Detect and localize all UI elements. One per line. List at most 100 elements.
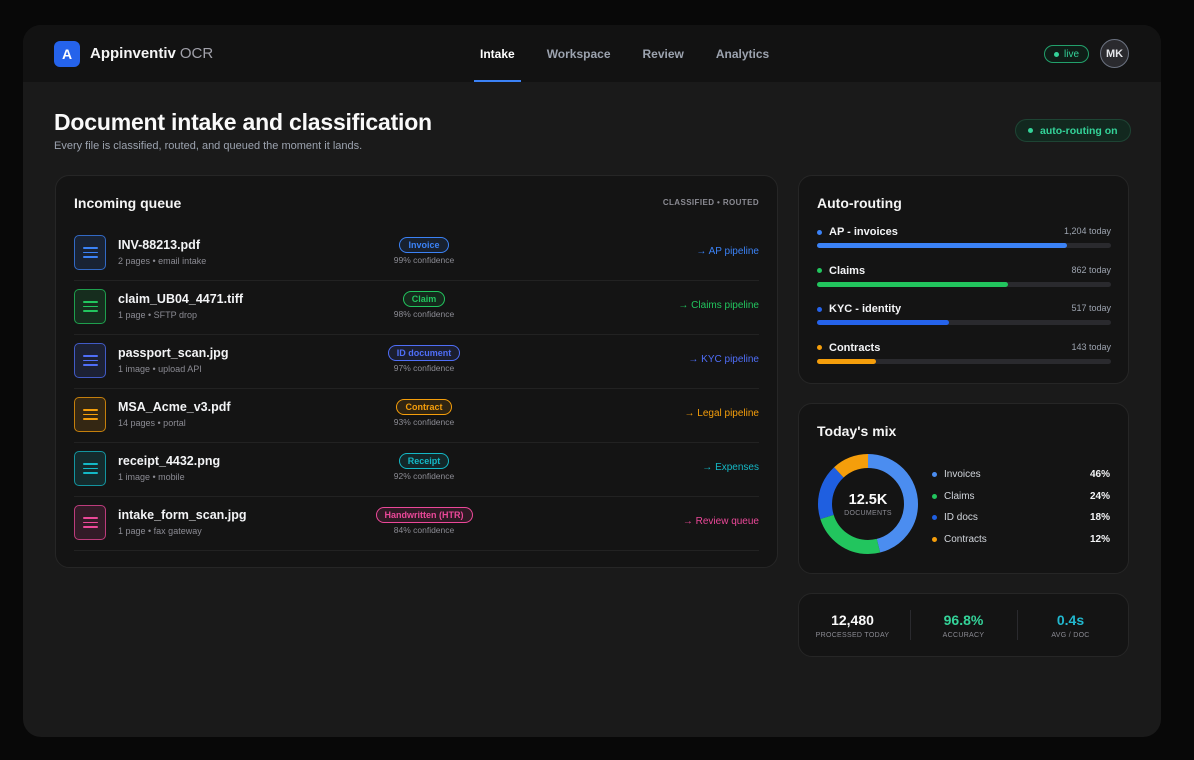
queue-list: INV-88213.pdf 2 pages • email intake Invoi… xyxy=(74,227,759,551)
file-meta: 2 pages • email intake xyxy=(118,256,207,266)
file-name[interactable]: MSA_Acme_v3.pdf xyxy=(118,400,231,414)
classification: Invoice 99% confidence xyxy=(354,235,494,265)
user-avatar[interactable]: MK xyxy=(1100,39,1129,68)
tab-analytics[interactable]: Analytics xyxy=(715,47,770,61)
legend-item: Invoices 46% xyxy=(932,464,1110,486)
file-name[interactable]: INV-88213.pdf xyxy=(118,238,200,252)
donut-segment-contracts xyxy=(818,454,918,554)
classification: ID document 97% confidence xyxy=(354,343,494,373)
legend-dot-icon xyxy=(932,536,937,542)
routing-bar-fill xyxy=(817,243,1067,248)
mix-donut-chart xyxy=(818,454,918,554)
file-name[interactable]: receipt_4432.png xyxy=(118,454,221,468)
document-type-badge: Claim xyxy=(402,291,446,307)
legend-percent: 18% xyxy=(1089,512,1110,524)
routing-list: AP - invoices 1,204 today Claims 862 today K… xyxy=(817,226,1111,380)
legend-label: ID docs xyxy=(944,512,978,524)
stat-accuracy-label: ACCURACY xyxy=(942,631,985,639)
routing-count: 517 today xyxy=(1071,303,1111,313)
document-icon xyxy=(74,451,106,486)
legend-item: Contracts 12% xyxy=(932,529,1110,551)
document-type-badge: ID document xyxy=(387,345,461,361)
document-icon xyxy=(74,235,106,270)
legend-item: ID docs 18% xyxy=(932,507,1110,529)
stat-processed-label: PROCESSED TODAY xyxy=(815,631,890,639)
routing-label: AP - invoices xyxy=(829,226,898,238)
donut-center: 12.5K DOCUMENTS xyxy=(816,452,920,556)
confidence-label: 98% confidence xyxy=(393,309,455,319)
queue-status-tag: CLASSIFIED • ROUTED xyxy=(662,198,759,207)
routing-dot-icon xyxy=(817,345,822,350)
route-link[interactable]: → Review queue xyxy=(682,516,759,527)
file-name[interactable]: passport_scan.jpg xyxy=(118,346,229,360)
app-logo-icon[interactable]: A xyxy=(54,41,80,67)
route-link[interactable]: → Claims pipeline xyxy=(678,300,759,311)
file-name[interactable]: intake_form_scan.jpg xyxy=(118,508,247,522)
main-nav: Intake Workspace Review Analytics xyxy=(474,25,801,82)
app-brand: Appinventiv OCR xyxy=(90,45,213,62)
legend-percent: 24% xyxy=(1089,490,1110,502)
classification: Receipt 92% confidence xyxy=(354,451,494,481)
route-link[interactable]: → Expenses xyxy=(702,462,759,473)
mix-title: Today's mix xyxy=(817,423,897,439)
document-type-badge: Invoice xyxy=(399,237,449,253)
app-name-suffix: OCR xyxy=(179,45,214,62)
routing-item: Contracts 143 today xyxy=(817,342,1111,381)
stats-card: 12,480 PROCESSED TODAY 96.8% ACCURACY 0.… xyxy=(798,593,1129,657)
routing-title: Auto-routing xyxy=(817,195,902,211)
route-link[interactable]: → AP pipeline xyxy=(696,246,759,257)
routing-item: KYC - identity 517 today xyxy=(817,303,1111,342)
routing-name: KYC - identity xyxy=(817,303,901,315)
app-name: Appinventiv xyxy=(90,45,176,62)
routing-count: 1,204 today xyxy=(1063,226,1111,236)
queue-row[interactable]: receipt_4432.png 1 image • mobile Receipt 9… xyxy=(74,443,759,497)
routing-label: Contracts xyxy=(829,341,881,354)
file-meta: 14 pages • portal xyxy=(118,418,186,428)
mix-legend: Invoices 46% Claims 24% ID docs 18% Contracts 1… xyxy=(932,464,1110,550)
legend-percent: 46% xyxy=(1089,469,1110,481)
queue-row[interactable]: intake_form_scan.jpg 1 page • fax gateway… xyxy=(74,497,759,551)
legend-dot-icon xyxy=(932,493,937,499)
route-link[interactable]: → Legal pipeline xyxy=(684,408,760,419)
donut-segment-id-docs xyxy=(818,454,918,554)
top-bar: A Appinventiv OCR Intake Workspace Review… xyxy=(23,25,1161,82)
tab-workspace[interactable]: Workspace xyxy=(546,47,611,61)
queue-row[interactable]: MSA_Acme_v3.pdf 14 pages • portal Contract… xyxy=(74,389,759,443)
queue-row[interactable]: claim_UB04_4471.tiff 1 page • SFTP drop Cl… xyxy=(74,281,759,335)
auto-routing-label: auto-routing on xyxy=(1040,124,1118,137)
stat-processed: 12,480 PROCESSED TODAY xyxy=(799,594,906,656)
tab-review[interactable]: Review xyxy=(642,47,684,61)
queue-row[interactable]: passport_scan.jpg 1 image • upload API ID … xyxy=(74,335,759,389)
routing-name: AP - invoices xyxy=(817,226,898,238)
tab-intake[interactable]: Intake xyxy=(474,25,521,82)
routing-dot-icon xyxy=(817,229,822,235)
routing-name: Contracts xyxy=(817,342,880,354)
live-label: live xyxy=(1064,48,1080,60)
routing-item: Claims 862 today xyxy=(817,265,1111,304)
route-link[interactable]: → KYC pipeline xyxy=(688,354,759,365)
auto-routing-dot-icon xyxy=(1028,128,1033,133)
confidence-label: 93% confidence xyxy=(393,417,455,427)
classification: Contract 93% confidence xyxy=(354,397,494,427)
queue-title: Incoming queue xyxy=(74,195,182,211)
stat-accuracy: 96.8% ACCURACY xyxy=(910,594,1017,656)
document-icon xyxy=(74,505,106,540)
page-title: Document intake and classification xyxy=(54,109,432,135)
legend-dot-icon xyxy=(932,472,937,478)
live-dot-icon xyxy=(1054,51,1059,57)
routing-dot-icon xyxy=(817,268,822,273)
auto-routing-toggle[interactable]: auto-routing on xyxy=(1015,119,1131,142)
stat-accuracy-value: 96.8% xyxy=(943,611,984,628)
donut-segment-claims xyxy=(818,454,918,554)
queue-row[interactable]: INV-88213.pdf 2 pages • email intake Invoi… xyxy=(74,227,759,281)
document-icon xyxy=(74,397,106,432)
document-type-badge: Contract xyxy=(396,399,452,415)
app-window: A Appinventiv OCR Intake Workspace Review… xyxy=(23,25,1161,737)
classification: Handwritten (HTR) 84% confidence xyxy=(354,505,494,535)
file-name[interactable]: claim_UB04_4471.tiff xyxy=(118,292,244,306)
routing-bar xyxy=(817,243,1111,248)
routing-count: 862 today xyxy=(1071,264,1111,275)
legend-label: Claims xyxy=(944,490,975,502)
legend-dot-icon xyxy=(932,515,937,521)
file-meta: 1 image • mobile xyxy=(118,472,185,482)
